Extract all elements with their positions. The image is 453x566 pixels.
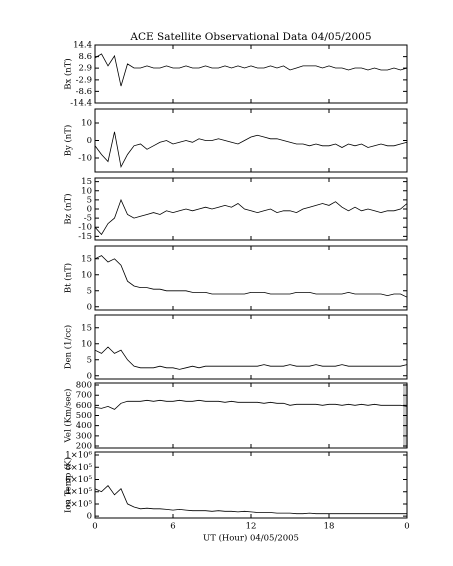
y-tick-label: 800 (76, 381, 92, 391)
y-tick-label: -8.6 (76, 87, 92, 97)
y-tick-label: 4×10⁵ (65, 487, 92, 497)
x-tick-label: 12 (246, 522, 257, 532)
y-tick-label: -14.4 (70, 99, 92, 109)
y-tick-label: 400 (76, 421, 92, 431)
y-axis-label: Vel (Km/sec) (63, 389, 74, 444)
data-line (94, 399, 408, 410)
y-tick-label: 8×10⁵ (65, 463, 92, 473)
y-tick-label: 8.6 (78, 52, 92, 62)
data-line (94, 255, 408, 298)
y-axis-label: Den (1/cc) (63, 325, 74, 369)
y-tick-label: 15 (81, 323, 92, 333)
panel-frame (94, 108, 408, 173)
y-tick-label: -15 (78, 232, 92, 242)
y-axis-label: Bt (nT) (63, 263, 74, 293)
y-tick-label: 600 (76, 401, 92, 411)
y-tick-label: 10 (81, 339, 92, 349)
y-tick-label: 5 (87, 355, 92, 365)
y-tick-label: 6×10⁵ (65, 475, 92, 485)
data-line (94, 198, 408, 236)
panel-frame (94, 44, 408, 104)
y-tick-label: -5 (84, 214, 92, 224)
y-tick-label: 300 (76, 431, 92, 441)
x-axis-label: UT (Hour) 04/05/2005 (203, 533, 299, 544)
panel-frame (94, 245, 408, 311)
y-axis-label: Bz (nT) (63, 193, 74, 224)
y-tick-label: 2.9 (78, 64, 92, 74)
y-tick-label: 10 (81, 119, 92, 129)
y-tick-label: -10 (78, 154, 92, 164)
panel-frame (94, 451, 408, 519)
x-tick-label: 18 (324, 522, 335, 532)
y-tick-label: 2×10⁵ (65, 499, 92, 509)
chart-title: ACE Satellite Observational Data 04/05/2… (129, 31, 371, 43)
y-tick-label: 0 (87, 512, 92, 522)
x-tick-label: 6 (170, 522, 175, 532)
y-tick-label: 5 (87, 286, 92, 296)
y-tick-label: -2.9 (76, 75, 92, 85)
y-axis-label: Ion Temp (K) (63, 457, 74, 513)
y-tick-label: 5 (87, 195, 92, 205)
y-tick-label: 10 (81, 270, 92, 280)
y-axis-label: By (nT) (63, 125, 74, 157)
data-line (94, 346, 408, 370)
y-tick-label: 0 (87, 302, 92, 312)
data-line (94, 484, 407, 515)
y-tick-label: 200 (76, 441, 92, 451)
y-tick-label: 14.4 (73, 41, 92, 51)
x-tick-label: 0 (92, 522, 97, 532)
y-tick-label: 1×10⁶ (65, 451, 92, 461)
y-tick-label: -10 (78, 223, 92, 233)
panel-frame (94, 177, 408, 241)
y-tick-label: 15 (81, 254, 92, 264)
panel-frame (94, 314, 408, 380)
x-tick-label: 0 (404, 522, 409, 532)
y-tick-label: 700 (76, 391, 92, 401)
data-line (94, 53, 408, 87)
y-tick-label: 500 (76, 411, 92, 421)
y-axis-label: Bx (nT) (63, 58, 74, 90)
y-tick-label: 15 (81, 177, 92, 187)
y-tick-label: 0 (87, 205, 92, 215)
y-tick-label: 0 (87, 136, 92, 146)
y-tick-label: 0 (87, 371, 92, 381)
y-tick-label: 10 (81, 186, 92, 196)
data-line (94, 131, 408, 169)
panel-frame (94, 382, 408, 449)
